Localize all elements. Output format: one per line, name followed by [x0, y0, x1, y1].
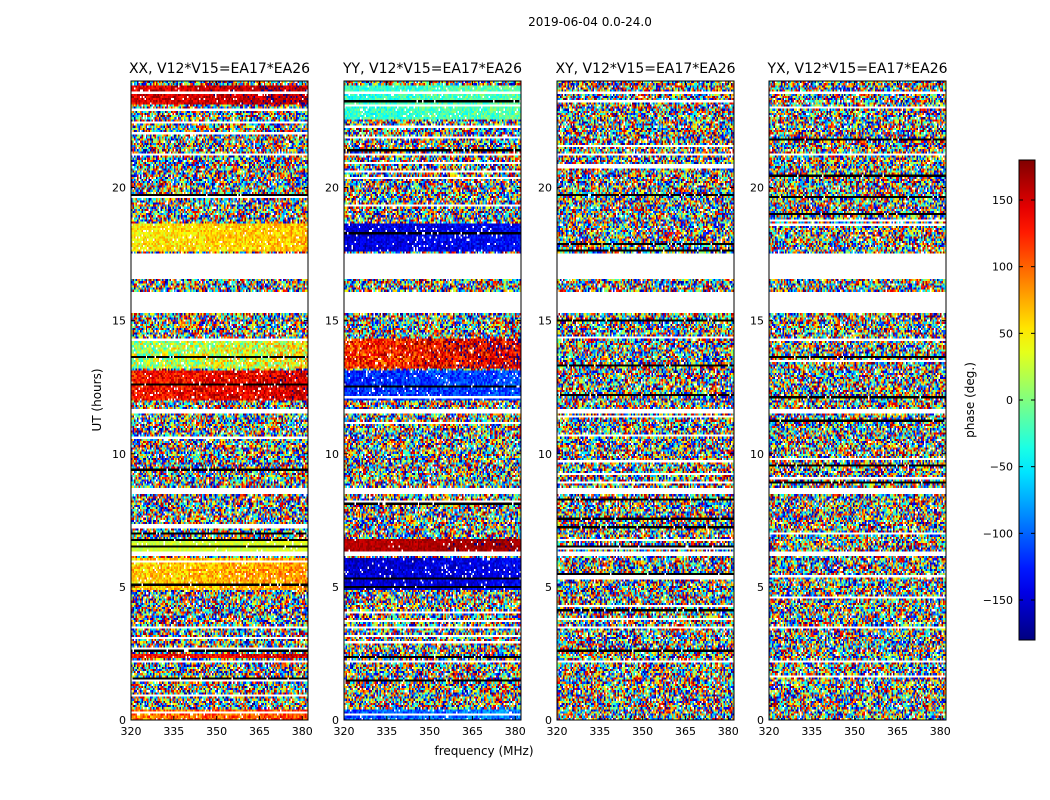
- y-tick-label: 0: [119, 714, 126, 727]
- x-tick-label: 380: [718, 725, 739, 738]
- y-tick-label: 10: [538, 448, 552, 461]
- y-tick-label: 10: [750, 448, 764, 461]
- panel-xy: XY, V12*V15=EA17*EA26 320 335 350 365 380 0 5 10…: [538, 61, 739, 738]
- y-tick-label: 15: [750, 315, 764, 328]
- x-tick-label: 320: [121, 725, 142, 738]
- panel-title: XX, V12*V15=EA17*EA26: [129, 61, 310, 77]
- colorbar-tick-label: 0: [1006, 394, 1013, 407]
- phase-waterfall-image: [769, 81, 946, 720]
- y-tick-label: 20: [325, 182, 339, 195]
- x-axis-label: frequency (MHz): [434, 744, 533, 758]
- y-tick-label: 20: [112, 182, 126, 195]
- y-tick-label: 5: [119, 581, 126, 594]
- phase-waterfall-image: [344, 81, 521, 720]
- y-tick-label: 0: [332, 714, 339, 727]
- y-tick-label: 0: [757, 714, 764, 727]
- panel-yx: YX, V12*V15=EA17*EA26 320 335 350 365 380 0 5 10…: [750, 61, 951, 738]
- y-tick-label: 5: [332, 581, 339, 594]
- panel-title: YX, V12*V15=EA17*EA26: [766, 61, 947, 77]
- y-tick-label: 15: [538, 315, 552, 328]
- x-tick-label: 320: [334, 725, 355, 738]
- figure-title: 2019-06-04 0.0-24.0: [528, 15, 652, 29]
- x-tick-label: 380: [292, 725, 313, 738]
- x-tick-label: 350: [419, 725, 440, 738]
- panel-yy: YY, V12*V15=EA17*EA26 320 335 350 365 380 0 5 10…: [325, 61, 526, 738]
- x-tick-label: 335: [376, 725, 397, 738]
- x-tick-label: 365: [887, 725, 908, 738]
- x-tick-label: 335: [589, 725, 610, 738]
- colorbar-tick-label: −150: [983, 594, 1013, 607]
- y-tick-label: 0: [545, 714, 552, 727]
- colorbar: 150 100 50 0 −50 −100 −150 phase (deg.): [963, 159, 1036, 641]
- x-tick-label: 350: [206, 725, 227, 738]
- panels-group: XX, V12*V15=EA17*EA26 320 335 350 365 380 0 5 10…: [112, 61, 951, 738]
- y-tick-label: 5: [757, 581, 764, 594]
- colorbar-tick-label: −100: [983, 527, 1013, 540]
- x-tick-label: 350: [844, 725, 865, 738]
- y-tick-label: 10: [325, 448, 339, 461]
- panel-xx: XX, V12*V15=EA17*EA26 320 335 350 365 380 0 5 10…: [112, 61, 313, 738]
- x-tick-label: 365: [462, 725, 483, 738]
- y-axis-label: UT (hours): [90, 368, 104, 431]
- x-tick-label: 320: [759, 725, 780, 738]
- phase-waterfall-image: [131, 81, 308, 720]
- x-tick-label: 350: [632, 725, 653, 738]
- x-tick-label: 380: [505, 725, 526, 738]
- panel-frame: [768, 80, 947, 721]
- colorbar-tick-label: 100: [992, 261, 1013, 274]
- y-tick-label: 10: [112, 448, 126, 461]
- y-tick-label: 5: [545, 581, 552, 594]
- panel-title: YY, V12*V15=EA17*EA26: [342, 61, 522, 77]
- colorbar-tick-label: 150: [992, 194, 1013, 207]
- x-tick-label: 380: [930, 725, 951, 738]
- panel-frame: [343, 80, 522, 721]
- x-tick-label: 365: [249, 725, 270, 738]
- colorbar-label: phase (deg.): [963, 362, 977, 438]
- colorbar-tick-label: −50: [990, 461, 1013, 474]
- y-tick-label: 20: [750, 182, 764, 195]
- x-tick-label: 320: [547, 725, 568, 738]
- panel-frame: [556, 80, 735, 721]
- y-tick-label: 15: [325, 315, 339, 328]
- panel-frame: [130, 80, 309, 721]
- x-tick-label: 335: [801, 725, 822, 738]
- panel-title: XY, V12*V15=EA17*EA26: [555, 61, 735, 77]
- x-tick-label: 365: [675, 725, 696, 738]
- x-tick-label: 335: [163, 725, 184, 738]
- y-tick-label: 20: [538, 182, 552, 195]
- phase-waterfall-image: [557, 81, 734, 720]
- colorbar-tick-label: 50: [999, 327, 1013, 340]
- y-tick-label: 15: [112, 315, 126, 328]
